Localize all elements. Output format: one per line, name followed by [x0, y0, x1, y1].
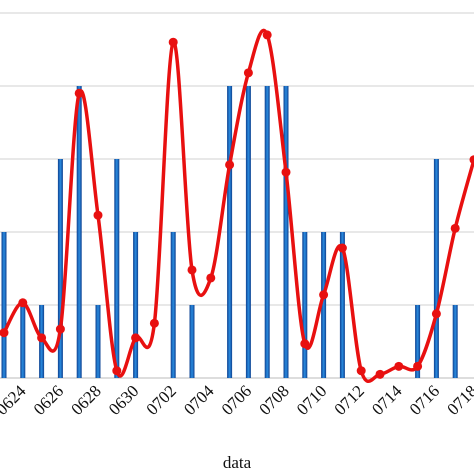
x-tick-label: 0624 [0, 381, 30, 419]
x-tick-label: 0706 [218, 381, 255, 418]
x-tick-label: 0630 [105, 381, 142, 418]
bar [321, 232, 327, 378]
x-tick-label: 0712 [331, 381, 368, 418]
line-marker [243, 68, 253, 78]
line-marker [37, 333, 47, 343]
x-tick-label: 0710 [293, 381, 330, 418]
bar [264, 86, 270, 378]
bar [245, 86, 251, 378]
x-axis-label: data [223, 453, 252, 472]
x-tick-label: 0716 [406, 381, 443, 418]
x-tick-label: 0714 [368, 381, 406, 419]
line-marker [413, 361, 423, 371]
line-marker [131, 333, 141, 343]
line-marker [206, 273, 216, 283]
bar [189, 305, 195, 378]
bar [20, 305, 26, 378]
x-tick-label: 0628 [67, 381, 104, 418]
line-marker [187, 265, 197, 275]
line-marker [375, 369, 385, 379]
bar [433, 159, 439, 378]
bar [76, 86, 82, 378]
line [2, 28, 474, 384]
line-marker [18, 298, 28, 308]
line-marker [356, 366, 366, 376]
line-marker [281, 167, 291, 177]
line-marker [262, 30, 272, 40]
x-tick-label: 0708 [255, 381, 292, 418]
bar [452, 305, 458, 378]
x-tick-label: 0702 [143, 381, 180, 418]
bar [227, 86, 233, 378]
bar [170, 232, 176, 378]
line-marker [431, 309, 441, 319]
line-marker [337, 243, 347, 253]
line-marker [93, 210, 103, 220]
line-marker [469, 155, 474, 165]
x-tick-label: 0704 [180, 381, 218, 419]
line-marker [168, 37, 178, 47]
x-tick-label: 0718 [443, 381, 474, 418]
line-marker [112, 366, 122, 376]
line-marker [0, 328, 9, 338]
line-marker [55, 324, 65, 334]
bar [114, 159, 120, 378]
line-marker [149, 318, 159, 328]
bar [339, 232, 345, 378]
bar [95, 305, 101, 378]
bar [415, 305, 421, 378]
line-marker [319, 290, 329, 300]
x-tick-label: 0626 [30, 381, 67, 418]
line-marker [394, 361, 404, 371]
line-marker [450, 223, 460, 233]
line-marker [74, 88, 84, 98]
bar [133, 232, 139, 378]
line-marker [300, 339, 310, 349]
bar [302, 232, 308, 378]
line-marker [225, 160, 235, 170]
bar [283, 86, 289, 378]
bar [1, 232, 7, 378]
bar [57, 159, 63, 378]
